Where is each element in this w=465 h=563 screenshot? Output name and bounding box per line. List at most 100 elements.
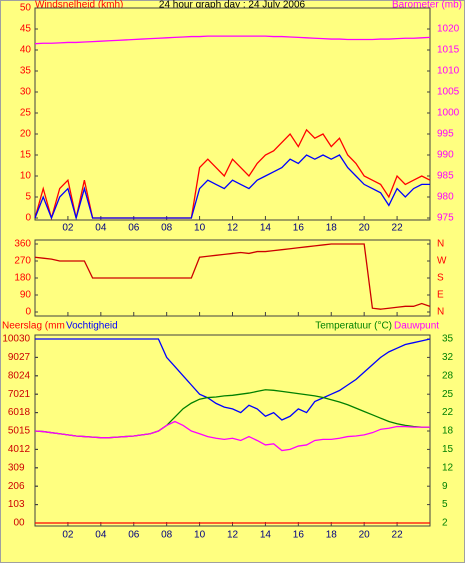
y-tick-label: 30	[8, 462, 20, 473]
x-tick-label: 14	[260, 530, 272, 541]
y-tick-label: 25	[442, 389, 454, 400]
y-tick-label: 5	[25, 192, 31, 203]
x-tick-label: 22	[392, 223, 404, 234]
y-tick-label: 35	[442, 334, 454, 345]
y-tick-label: 3	[19, 499, 25, 510]
y-tick-label: 70	[8, 389, 20, 400]
y-tick-label: 15	[20, 150, 32, 161]
y-tick-label: 90	[8, 352, 20, 363]
y-tick-label: 80	[8, 370, 20, 381]
y-tick-label: 1015	[437, 45, 460, 56]
y-tick-label: 35	[20, 66, 32, 77]
x-tick-label: 08	[161, 530, 173, 541]
x-tick-label: 20	[359, 530, 371, 541]
y-tick-label: 270	[14, 256, 31, 267]
y-tick-label: 27	[19, 352, 31, 363]
y2-axis-label: Barometer (mb)	[392, 0, 462, 11]
y-tick-label: 9	[442, 481, 448, 492]
y-tick-label: 0	[19, 518, 25, 529]
y-tick-label: 10	[8, 499, 20, 510]
plot-area	[34, 334, 431, 527]
y-tick-label: 40	[20, 45, 32, 56]
y-tick-label: 22	[442, 407, 454, 418]
y-tick-label: 45	[20, 24, 32, 35]
y-tick-label: 995	[437, 129, 454, 140]
x-tick-label: 10	[194, 530, 206, 541]
legend-label: Neerslag (mm	[2, 321, 65, 332]
series-line	[35, 338, 431, 421]
y-tick-label: 28	[442, 370, 454, 381]
y-tick-label: 18	[442, 426, 454, 437]
x-tick-label: 08	[161, 223, 173, 234]
y-tick-label: N	[437, 239, 444, 250]
y-tick-label: 9	[19, 462, 25, 473]
series-line	[34, 154, 430, 221]
y-tick-label: 20	[20, 129, 32, 140]
x-tick-label: 18	[326, 223, 338, 234]
y-tick-label: 990	[437, 150, 454, 161]
x-tick-label: 06	[128, 530, 140, 541]
x-tick-label: 12	[227, 530, 239, 541]
y-tick-label: 360	[14, 239, 31, 250]
y-tick-label: 1005	[437, 87, 460, 98]
y-tick-label: 0	[25, 213, 31, 224]
y-tick-label: 985	[437, 171, 454, 182]
series-line	[34, 420, 430, 452]
x-tick-label: 16	[293, 223, 305, 234]
y-tick-label: W	[437, 256, 447, 267]
y-tick-label: 50	[8, 426, 20, 437]
x-tick-label: 10	[194, 223, 206, 234]
y-tick-label: 90	[20, 290, 32, 301]
chart-title: 24 hour graph day : 24 July 2006	[159, 0, 306, 11]
y-tick-label: 980	[437, 192, 454, 203]
y-axis-label: Windsnelheid (kmh)	[35, 0, 123, 11]
y-tick-label: 975	[437, 213, 454, 224]
y-tick-label: 25	[20, 108, 32, 119]
y-tick-label: S	[437, 273, 444, 284]
y-tick-label: 0	[25, 307, 31, 318]
legend-label: Temperatuur (°C)	[315, 321, 392, 332]
y-tick-label: 180	[14, 273, 31, 284]
y-tick-label: 32	[442, 352, 454, 363]
y-tick-label: 60	[8, 407, 20, 418]
y-tick-label: 15	[442, 444, 454, 455]
y-tick-label: 0	[13, 518, 19, 529]
y-tick-label: 1020	[437, 24, 460, 35]
y-tick-label: 30	[19, 334, 31, 345]
x-tick-label: 18	[326, 530, 338, 541]
y-tick-label: N	[437, 307, 444, 318]
x-tick-label: 22	[392, 530, 404, 541]
y-tick-label: E	[437, 290, 444, 301]
y-tick-label: 30	[20, 87, 32, 98]
x-tick-label: 14	[260, 223, 272, 234]
y-tick-label: 24	[19, 370, 31, 381]
y-tick-label: 5	[442, 499, 448, 510]
y-tick-label: 100	[2, 334, 19, 345]
y-tick-label: 2	[442, 518, 448, 529]
y-tick-label: 10	[20, 171, 32, 182]
legend-label: Vochtigheid	[66, 321, 118, 332]
y-tick-label: 12	[19, 444, 31, 455]
x-tick-label: 04	[95, 223, 107, 234]
y-tick-label: 21	[19, 389, 31, 400]
y-tick-label: 18	[19, 407, 31, 418]
y-tick-label: 40	[8, 444, 20, 455]
y-tick-label: 12	[442, 462, 454, 473]
y-tick-label: 1010	[437, 66, 460, 77]
x-tick-label: 04	[95, 530, 107, 541]
x-tick-label: 02	[62, 530, 74, 541]
series-line	[34, 35, 431, 45]
x-tick-label: 02	[62, 223, 74, 234]
y-tick-label: 50	[20, 3, 32, 14]
x-tick-label: 12	[227, 223, 239, 234]
x-tick-label: 16	[293, 530, 305, 541]
y-tick-label: 1000	[437, 108, 460, 119]
legend-label: Dauwpunt	[394, 321, 439, 332]
y-tick-label: 6	[19, 481, 25, 492]
y-tick-label: 15	[19, 426, 31, 437]
x-tick-label: 06	[128, 223, 140, 234]
y-tick-label: 20	[8, 481, 20, 492]
series-line	[34, 243, 431, 310]
